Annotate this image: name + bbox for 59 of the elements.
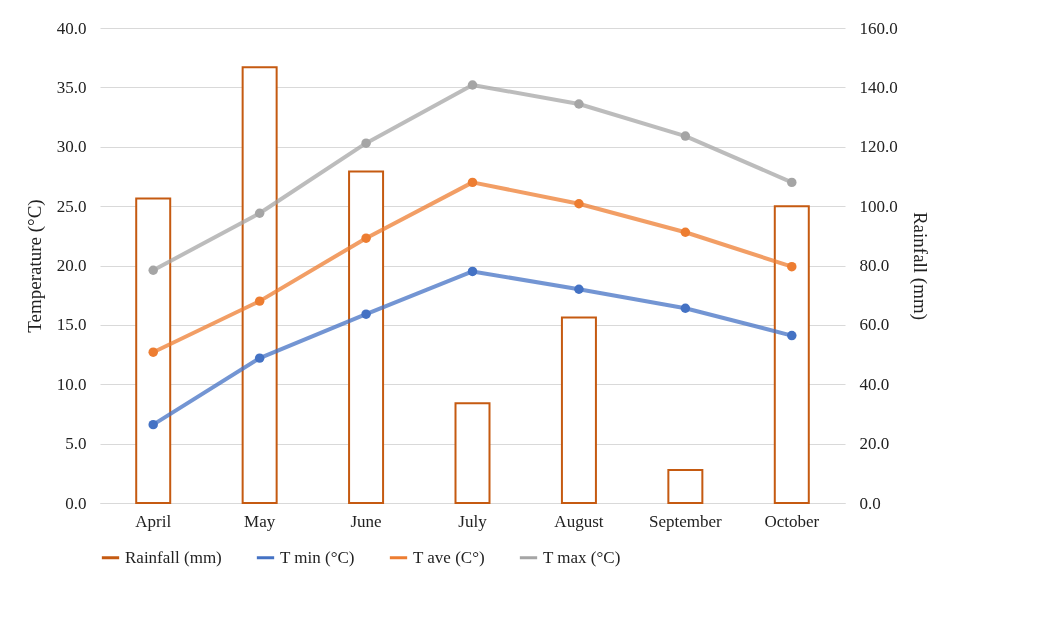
y2-axis-title: Rainfall (mm) [908,211,931,321]
y2-tick-label: 0.0 [859,493,881,513]
point [148,265,158,275]
legend-label: T min (°C) [280,547,355,567]
point [254,353,265,363]
point [680,131,691,141]
point [148,347,158,357]
y-tick-label: 30.0 [56,137,87,157]
y-tick-label: 25.0 [56,196,87,216]
y2-tick-label: 40.0 [859,374,890,394]
bar [667,469,704,504]
x-tick-label: July [458,511,488,531]
y2-tick-label: 80.0 [859,256,890,275]
y-tick-label: 10.0 [56,374,87,394]
point [361,309,371,319]
y2-tick-label: 60.0 [859,315,890,335]
point [254,296,265,306]
point [361,138,371,148]
x-tick-label: June [350,511,382,531]
point [148,419,158,430]
bar [241,66,278,504]
bar [560,316,597,504]
bar [135,197,172,504]
point [787,330,797,341]
y-tick-label: 40.0 [56,18,87,38]
y2-tick-label: 140.0 [859,77,898,97]
y2-tick-label: 100.0 [859,196,898,216]
x-tick-label: September [649,511,723,531]
x-tick-label: August [554,511,604,531]
x-tick-label: October [764,511,820,531]
y-axis-title: Temperature (°C) [23,199,46,333]
legend-label: T max (°C) [543,547,621,567]
y-tick-label: 15.0 [56,315,87,335]
point [787,261,797,272]
legend-label: Rainfall (mm) [125,547,222,567]
point [787,177,797,188]
point [574,284,584,294]
point [467,177,478,188]
bar [348,170,385,504]
y-tick-label: 5.0 [65,434,87,454]
y-tick-label: 20.0 [56,256,87,275]
point [254,208,265,218]
bar [454,402,491,504]
y-tick-label: 0.0 [65,493,87,513]
point [361,233,371,243]
point [467,80,478,90]
y2-tick-label: 160.0 [859,18,898,38]
point [467,266,478,277]
y2-tick-label: 20.0 [859,434,890,454]
bar [773,205,810,504]
point [574,199,584,209]
x-tick-label: April [135,511,172,531]
y2-tick-label: 120.0 [859,137,898,157]
point [574,99,584,109]
point [680,227,691,237]
legend-label: T ave (C°) [413,547,485,567]
y-tick-label: 35.0 [56,77,87,97]
x-tick-label: May [244,511,276,531]
point [680,303,691,313]
